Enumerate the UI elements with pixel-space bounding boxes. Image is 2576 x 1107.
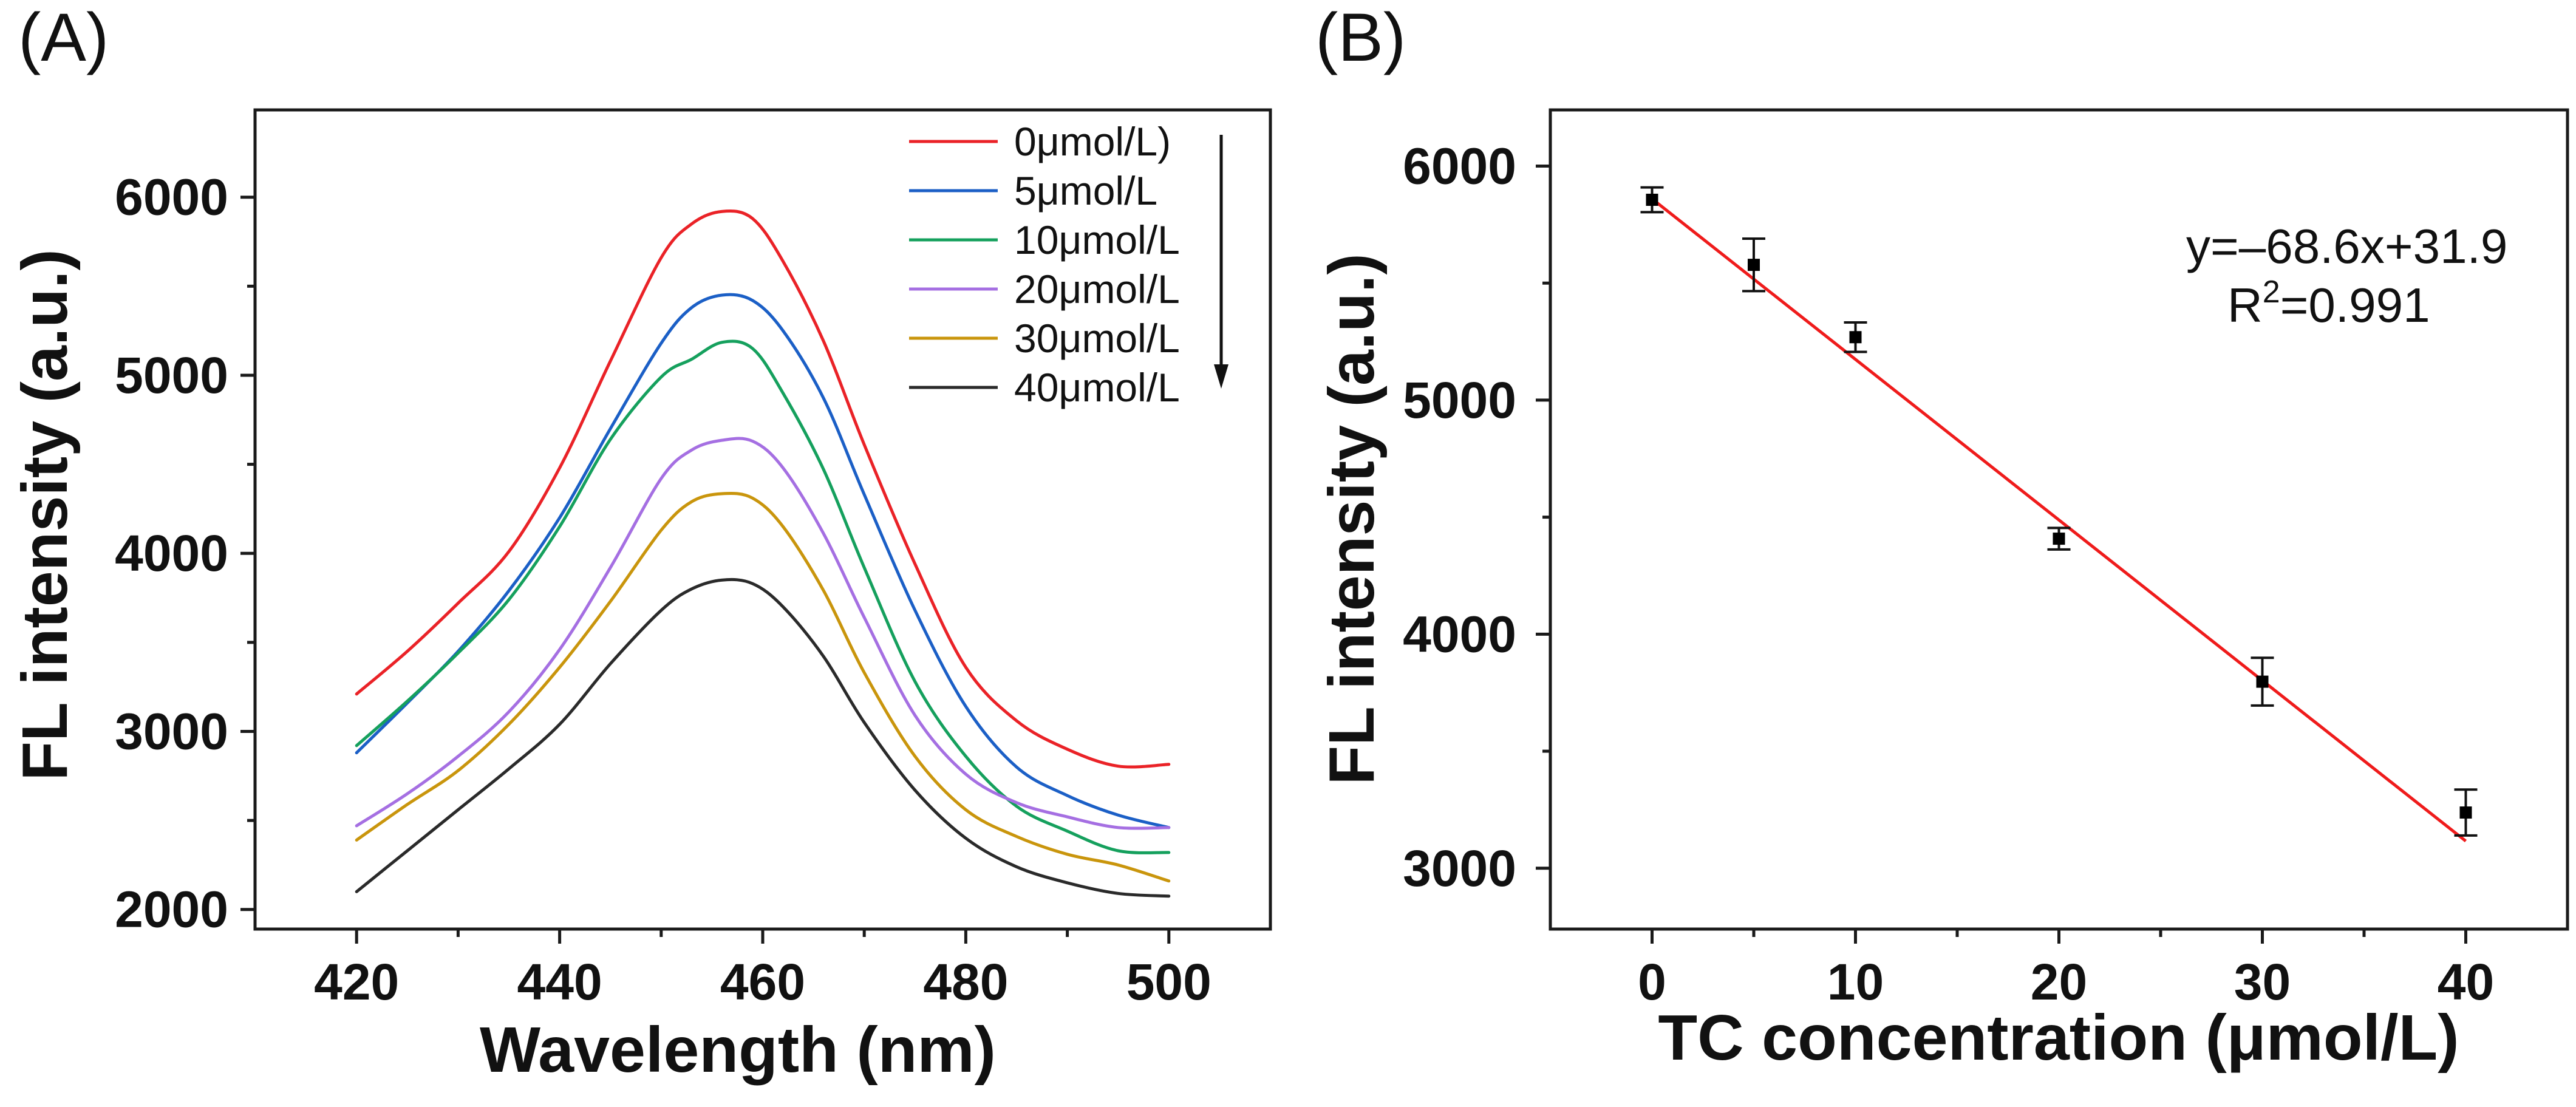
panel-a-label: (A) [18, 0, 109, 75]
x-tick-label: 500 [1126, 953, 1211, 1010]
x-tick-label: 0 [1638, 953, 1666, 1010]
panel-a-y-axis-label: FL intensity (a.u.) [9, 249, 81, 781]
x-tick-label: 480 [923, 953, 1008, 1010]
y-tick-label: 3000 [1403, 840, 1516, 897]
spectrum-curve [355, 491, 1171, 883]
legend-item: 0μmol/L) [909, 119, 1171, 164]
legend-label: 0μmol/L) [1014, 119, 1171, 164]
point-marker [2459, 806, 2472, 819]
linear-fit-line [1651, 197, 2467, 843]
panel-b-label: (B) [1315, 0, 1406, 75]
legend-label: 20μmol/L [1014, 267, 1180, 312]
legend-item: 10μmol/L [909, 217, 1180, 262]
fit-r-squared: R2=0.991 [2227, 274, 2430, 332]
legend-label: 30μmol/L [1014, 316, 1180, 361]
point-marker [1849, 331, 1862, 344]
r-squared-value: =0.991 [2280, 278, 2430, 332]
point-marker [2053, 533, 2065, 545]
spectrum-curve [355, 293, 1171, 829]
y-tick-label: 3000 [115, 703, 228, 760]
panel-b-plot-area [1640, 186, 2478, 843]
panel-a-x-axis-label: Wavelength (nm) [480, 1014, 996, 1086]
data-point [1640, 186, 1664, 214]
panel-b-axes: 0 10 20 30 40 3000 4000 5000 6000 [1403, 138, 2494, 1010]
point-marker [1646, 194, 1658, 206]
data-point [1742, 237, 1765, 293]
fit-equation: y=–68.6x+31.9 [2186, 219, 2507, 273]
data-point [2251, 656, 2274, 707]
panel-a-plot-area [355, 209, 1171, 898]
panel-b-y-axis-label: FL intensity (a.u.) [1316, 253, 1388, 785]
x-tick-label: 420 [314, 953, 399, 1010]
point-marker [1748, 259, 1760, 271]
x-tick-label: 40 [2438, 953, 2494, 1010]
y-tick-label: 5000 [115, 347, 228, 404]
spectrum-curve [355, 209, 1171, 769]
concentration-arrow [1214, 135, 1228, 389]
x-tick-label: 440 [517, 953, 602, 1010]
legend-label: 40μmol/L [1014, 365, 1180, 410]
x-tick-label: 460 [720, 953, 805, 1010]
x-tick-label: 10 [1827, 953, 1884, 1010]
x-tick-label: 30 [2234, 953, 2291, 1010]
legend-item: 30μmol/L [909, 316, 1180, 361]
data-point [2047, 526, 2071, 551]
legend-label: 5μmol/L [1014, 168, 1157, 213]
y-tick-label: 6000 [1403, 138, 1516, 195]
legend-item: 5μmol/L [909, 168, 1157, 213]
data-point [2454, 788, 2478, 837]
data-point [1844, 321, 1867, 353]
y-tick-label: 4000 [115, 525, 228, 582]
point-marker [2256, 675, 2269, 688]
panel-b-x-axis-label: TC concentration (μmol/L) [1658, 1002, 2459, 1074]
y-tick-label: 2000 [115, 881, 228, 938]
y-tick-label: 5000 [1403, 372, 1516, 429]
spectrum-curve [355, 437, 1171, 830]
x-tick-label: 20 [2031, 953, 2087, 1010]
spectrum-curve [355, 339, 1171, 854]
legend-item: 40μmol/L [909, 365, 1180, 410]
panel-a-axes: 420 440 460 480 500 2000 3000 4000 5000 6000 [115, 169, 1211, 1010]
y-tick-label: 6000 [115, 169, 228, 226]
y-tick-label: 4000 [1403, 605, 1516, 662]
arrow-down-icon [1214, 364, 1228, 389]
r-squared-symbol: R [2227, 278, 2263, 332]
panel-b-chart: (B) 0 10 20 30 40 3000 4000 5000 6000 y=–68.6x+3… [1315, 0, 2569, 1074]
r-squared-exponent: 2 [2263, 274, 2280, 310]
panel-a-chart: (A) 420 440 460 480 50020003000400050006000 … [9, 0, 1272, 1086]
legend-item: 20μmol/L [909, 267, 1180, 312]
legend-label: 10μmol/L [1014, 217, 1180, 262]
spectrum-curve [355, 577, 1171, 898]
